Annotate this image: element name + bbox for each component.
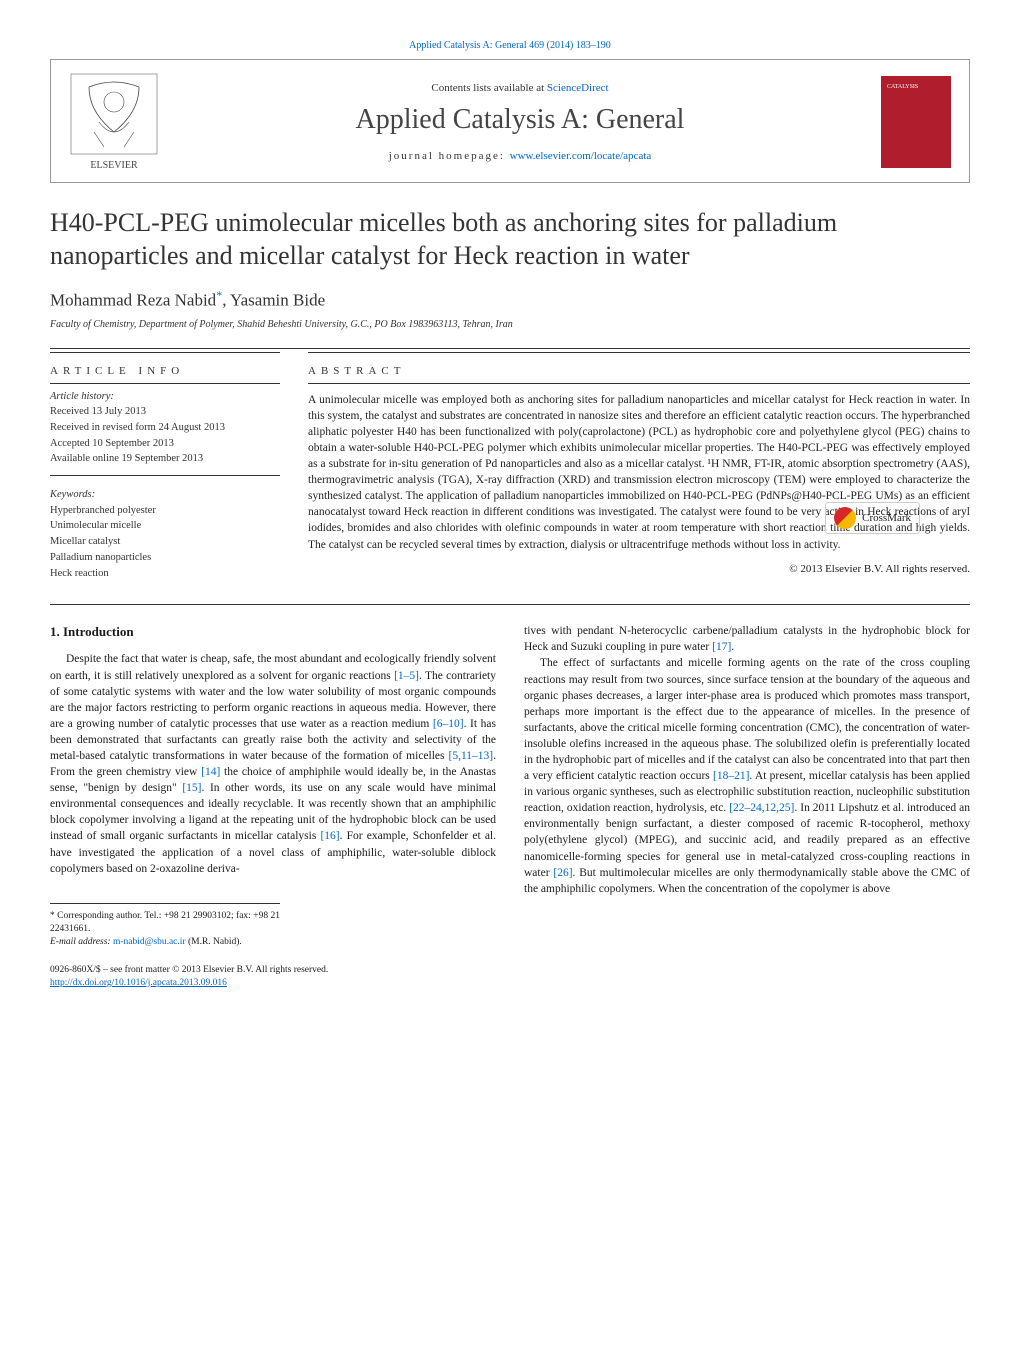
body-paragraph: Despite the fact that water is cheap, sa… — [50, 651, 496, 876]
ref-link[interactable]: [26] — [553, 867, 572, 879]
history-label: Article history: — [50, 390, 280, 405]
homepage-line: journal homepage: www.elsevier.com/locat… — [159, 150, 881, 162]
sciencedirect-link[interactable]: ScienceDirect — [547, 82, 609, 94]
mid-rule — [50, 604, 970, 605]
footnote-block: * Corresponding author. Tel.: +98 21 299… — [50, 903, 280, 950]
keywords-label: Keywords: — [50, 488, 280, 503]
bottom-meta: 0926-860X/$ – see front matter © 2013 El… — [50, 964, 496, 991]
contents-line: Contents lists available at ScienceDirec… — [159, 82, 881, 94]
keyword: Palladium nanoparticles — [50, 551, 280, 566]
keyword: Hyperbranched polyester — [50, 504, 280, 519]
journal-header: ELSEVIER Contents lists available at Sci… — [50, 59, 970, 183]
affiliation: Faculty of Chemistry, Department of Poly… — [50, 319, 970, 330]
body-col-left: 1. Introduction Despite the fact that wa… — [50, 623, 496, 990]
body-col-right: tives with pendant N-heterocyclic carben… — [524, 623, 970, 990]
email-line: E-mail address: m-nabid@sbu.ac.ir (M.R. … — [50, 936, 280, 949]
keyword: Micellar catalyst — [50, 535, 280, 550]
ref-link[interactable]: [16] — [320, 830, 339, 842]
crossmark-icon — [834, 507, 856, 529]
keyword: Heck reaction — [50, 567, 280, 582]
journal-cover-thumb: CATALYSIS — [881, 76, 951, 168]
online-date: Available online 19 September 2013 — [50, 452, 280, 467]
article-info-label: article info — [50, 359, 280, 383]
ref-link[interactable]: [1–5] — [394, 670, 419, 682]
ref-link[interactable]: [15] — [182, 782, 201, 794]
journal-homepage-link[interactable]: www.elsevier.com/locate/apcata — [510, 150, 652, 162]
ref-link[interactable]: [6–10] — [433, 718, 464, 730]
body-paragraph: tives with pendant N-heterocyclic carben… — [524, 623, 970, 655]
journal-name: Applied Catalysis A: General — [159, 104, 881, 136]
abstract-column: abstract A unimolecular micelle was empl… — [308, 359, 970, 583]
abstract-label: abstract — [308, 359, 970, 383]
ref-link[interactable]: [18–21] — [713, 770, 749, 782]
abstract-copyright: © 2013 Elsevier B.V. All rights reserved… — [308, 563, 970, 575]
crossmark-badge[interactable]: CrossMark — [825, 502, 920, 534]
issn-line: 0926-860X/$ – see front matter © 2013 El… — [50, 964, 496, 977]
article-title: H40-PCL-PEG unimolecular micelles both a… — [50, 207, 970, 272]
svg-text:ELSEVIER: ELSEVIER — [90, 160, 138, 171]
doi-link[interactable]: http://dx.doi.org/10.1016/j.apcata.2013.… — [50, 978, 227, 988]
crossmark-label: CrossMark — [862, 512, 911, 524]
accepted-date: Accepted 10 September 2013 — [50, 437, 280, 452]
author-email-link[interactable]: m-nabid@sbu.ac.ir — [113, 937, 186, 947]
corresponding-author-note: * Corresponding author. Tel.: +98 21 299… — [50, 910, 280, 937]
body-columns: 1. Introduction Despite the fact that wa… — [50, 623, 970, 990]
body-paragraph: The effect of surfactants and micelle fo… — [524, 655, 970, 896]
section-heading: 1. Introduction — [50, 623, 496, 641]
authors-line: Mohammad Reza Nabid*, Yasamin Bide — [50, 288, 970, 311]
article-info-column: article info Article history: Received 1… — [50, 359, 280, 583]
top-rule — [50, 348, 970, 349]
received-date: Received 13 July 2013 — [50, 405, 280, 420]
keyword: Unimolecular micelle — [50, 519, 280, 534]
elsevier-logo: ELSEVIER — [69, 72, 159, 172]
ref-link[interactable]: [22–24,12,25] — [729, 802, 794, 814]
ref-link[interactable]: [17] — [712, 641, 731, 653]
revised-date: Received in revised form 24 August 2013 — [50, 421, 280, 436]
journal-ref-link[interactable]: Applied Catalysis A: General 469 (2014) … — [50, 40, 970, 51]
ref-link[interactable]: [5,11–13] — [449, 750, 494, 762]
ref-link[interactable]: [14] — [201, 766, 220, 778]
